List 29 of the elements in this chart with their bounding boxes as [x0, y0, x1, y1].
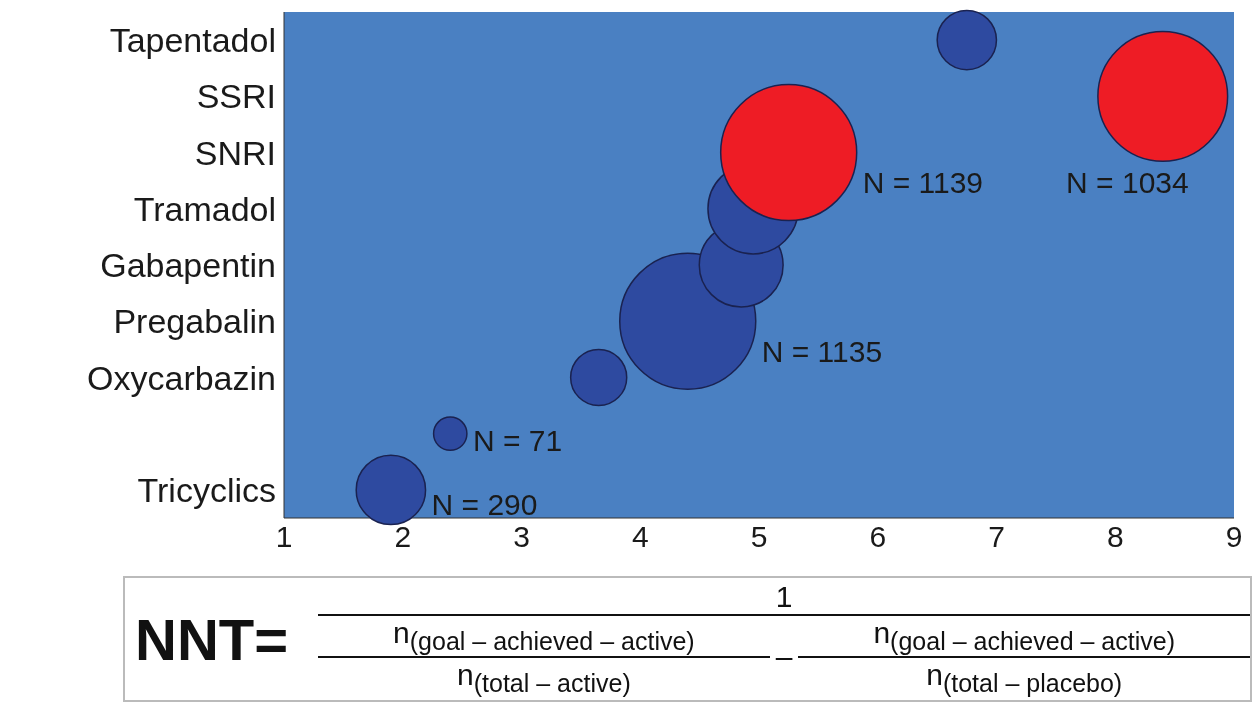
- y-tick-label: SNRI: [194, 133, 276, 172]
- y-tick-label: Pregabalin: [113, 302, 276, 341]
- annotation: N = 1034: [1066, 166, 1189, 200]
- x-tick-label: 7: [988, 520, 1005, 554]
- x-tick-label: 2: [394, 520, 412, 554]
- x-tick-label: 1: [275, 520, 293, 554]
- annotation: N = 290: [431, 488, 538, 522]
- x-tick-label: 8: [1106, 520, 1124, 554]
- y-tick-label: Gabapentin: [100, 246, 276, 285]
- annotation: N = 1135: [761, 334, 883, 368]
- y-tick-label: Oxycarbazin: [87, 358, 276, 397]
- text: n$_{(goal – achieved – active)}$: [393, 616, 695, 656]
- text: 1: [775, 580, 793, 614]
- x-tick-label: 6: [869, 520, 887, 554]
- x-tick-label: 9: [1225, 520, 1243, 554]
- y-tick-label: Tramadol: [133, 189, 276, 228]
- x-tick-label: 5: [750, 520, 768, 554]
- x-tick-label: 3: [513, 520, 530, 554]
- text: n$_{(total – placebo)}$: [926, 658, 1123, 698]
- text: n$_{(goal – achieved – active)}$: [873, 616, 1175, 656]
- x-tick-label: 4: [631, 520, 649, 554]
- text: –: [775, 640, 793, 674]
- annotation: N = 71: [472, 424, 563, 458]
- y-tick-label: Tapentadol: [109, 21, 276, 60]
- y-tick-label: SSRI: [196, 77, 276, 116]
- text: NNT=: [135, 605, 289, 673]
- text: n$_{(total – active)}$: [457, 658, 631, 698]
- y-tick-label: Tricyclics: [137, 470, 276, 509]
- annotation: N = 1139: [862, 166, 984, 200]
